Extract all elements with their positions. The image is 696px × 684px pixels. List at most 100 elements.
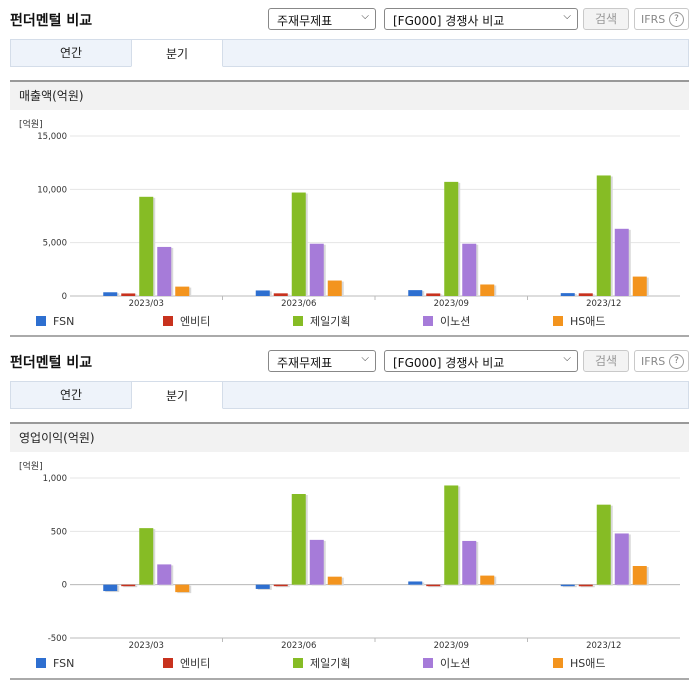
- bar: [578, 584, 593, 587]
- legend-swatch: [553, 316, 563, 326]
- period-tabs: 연간 분기: [10, 39, 689, 67]
- search-button[interactable]: 검색: [583, 350, 629, 372]
- legend-label: 이노션: [440, 315, 470, 328]
- bar: [444, 181, 459, 296]
- statement-select[interactable]: 주재무제표 ⌵: [268, 8, 376, 30]
- compare-group-select-value: [FG000] 경쟁사 비교: [393, 356, 505, 370]
- bar: [462, 243, 477, 296]
- y-tick-label: 10,000: [37, 185, 67, 195]
- bar: [175, 584, 190, 593]
- y-tick-label: 5,000: [43, 239, 67, 249]
- compare-group-select[interactable]: [FG000] 경쟁사 비교 ⌵: [384, 350, 578, 372]
- chevron-down-icon: ⌵: [563, 353, 571, 364]
- y-tick-label: -500: [48, 634, 67, 644]
- help-icon: ?: [669, 12, 684, 27]
- chevron-down-icon: ⌵: [361, 353, 369, 364]
- bar: [121, 293, 136, 296]
- legend-label: 제일기획: [310, 656, 350, 670]
- statement-select-value: 주재무제표: [277, 356, 333, 370]
- legend-label: FSN: [53, 657, 74, 670]
- unit-label: [억원]: [19, 118, 43, 130]
- bar: [255, 584, 270, 589]
- bar: [596, 175, 611, 296]
- chevron-down-icon: ⌵: [361, 11, 369, 22]
- panel-title: 펀더멘털 비교: [10, 13, 93, 29]
- legend-label: 엔비티: [180, 315, 210, 328]
- x-tick-label: 2023/06: [281, 641, 316, 651]
- bar: [614, 533, 629, 585]
- bar: [291, 192, 306, 296]
- tab-quarterly[interactable]: 분기: [131, 39, 223, 67]
- legend-label: HS애드: [570, 657, 606, 670]
- bar-shadow: [275, 585, 290, 588]
- legend-swatch: [36, 316, 46, 326]
- panel-header: 펀더멘털 비교 주재무제표 ⌵ [FG000] 경쟁사 비교 ⌵ 검색 IFRS…: [0, 0, 696, 36]
- bar: [426, 584, 441, 587]
- bar: [632, 566, 647, 585]
- legend-swatch: [163, 316, 173, 326]
- bar: [327, 576, 342, 585]
- statement-select-value: 주재무제표: [277, 14, 333, 28]
- legend-label: 엔비티: [180, 657, 210, 670]
- help-icon: ?: [669, 354, 684, 369]
- bar: [273, 584, 288, 587]
- x-tick-label: 2023/12: [586, 299, 621, 309]
- bar: [632, 276, 647, 296]
- legend-swatch: [553, 658, 563, 668]
- tab-annual[interactable]: 연간: [59, 46, 83, 60]
- legend-swatch: [423, 658, 433, 668]
- legend-swatch: [423, 316, 433, 326]
- x-tick-label: 2023/09: [434, 299, 469, 309]
- x-tick-label: 2023/06: [281, 299, 316, 309]
- y-tick-label: 0: [62, 292, 67, 302]
- ifrs-help-button[interactable]: IFRS ?: [634, 350, 689, 372]
- statement-select[interactable]: 주재무제표 ⌵: [268, 350, 376, 372]
- x-tick-label: 2023/12: [586, 641, 621, 651]
- bar: [327, 280, 342, 296]
- bar: [103, 292, 118, 296]
- bar-shadow: [428, 585, 443, 588]
- fundamental-panel-1: 펀더멘털 비교 주재무제표 ⌵ [FG000] 경쟁사 비교 ⌵ 검색 IFRS…: [0, 0, 696, 337]
- y-tick-label: 1,000: [43, 474, 67, 484]
- bar: [139, 196, 154, 296]
- x-tick-label: 2023/03: [129, 299, 164, 309]
- bar: [560, 293, 575, 296]
- panel-header: 펀더멘털 비교 주재무제표 ⌵ [FG000] 경쟁사 비교 ⌵ 검색 IFRS…: [0, 342, 696, 378]
- legend-label: FSN: [53, 315, 74, 328]
- bar: [103, 584, 118, 592]
- bar: [578, 293, 593, 296]
- period-tabs: 연간 분기: [10, 381, 689, 409]
- bar-shadow: [562, 585, 577, 588]
- tab-annual[interactable]: 연간: [59, 388, 83, 402]
- bar: [309, 539, 324, 585]
- y-tick-label: 500: [51, 527, 67, 537]
- compare-group-select-value: [FG000] 경쟁사 비교: [393, 14, 505, 28]
- bar: [139, 528, 154, 585]
- legend-swatch: [36, 658, 46, 668]
- compare-group-select[interactable]: [FG000] 경쟁사 비교 ⌵: [384, 8, 578, 30]
- divider: [10, 678, 689, 680]
- legend-swatch: [293, 316, 303, 326]
- ifrs-help-button[interactable]: IFRS ?: [634, 8, 689, 30]
- bar: [408, 290, 423, 296]
- bar: [408, 581, 423, 585]
- bar: [614, 228, 629, 296]
- bar-shadow: [123, 585, 138, 588]
- legend-swatch: [293, 658, 303, 668]
- bar: [157, 564, 172, 585]
- search-button[interactable]: 검색: [583, 8, 629, 30]
- y-tick-label: 0: [62, 581, 67, 591]
- divider: [10, 335, 689, 337]
- bar: [480, 284, 495, 296]
- tab-quarterly[interactable]: 분기: [131, 381, 223, 409]
- bar: [273, 293, 288, 296]
- chevron-down-icon: ⌵: [563, 11, 571, 22]
- legend-label: HS애드: [570, 315, 606, 328]
- x-tick-label: 2023/09: [434, 641, 469, 651]
- bar: [291, 494, 306, 585]
- bar: [426, 293, 441, 296]
- revenue-chart: [억원] 0 5,000 10,000 15,000 2023/03 2023/06 2023…: [19, 118, 680, 328]
- section-title: 영업이익(억원): [10, 422, 689, 452]
- x-tick-label: 2023/03: [129, 641, 164, 651]
- bar: [175, 286, 190, 296]
